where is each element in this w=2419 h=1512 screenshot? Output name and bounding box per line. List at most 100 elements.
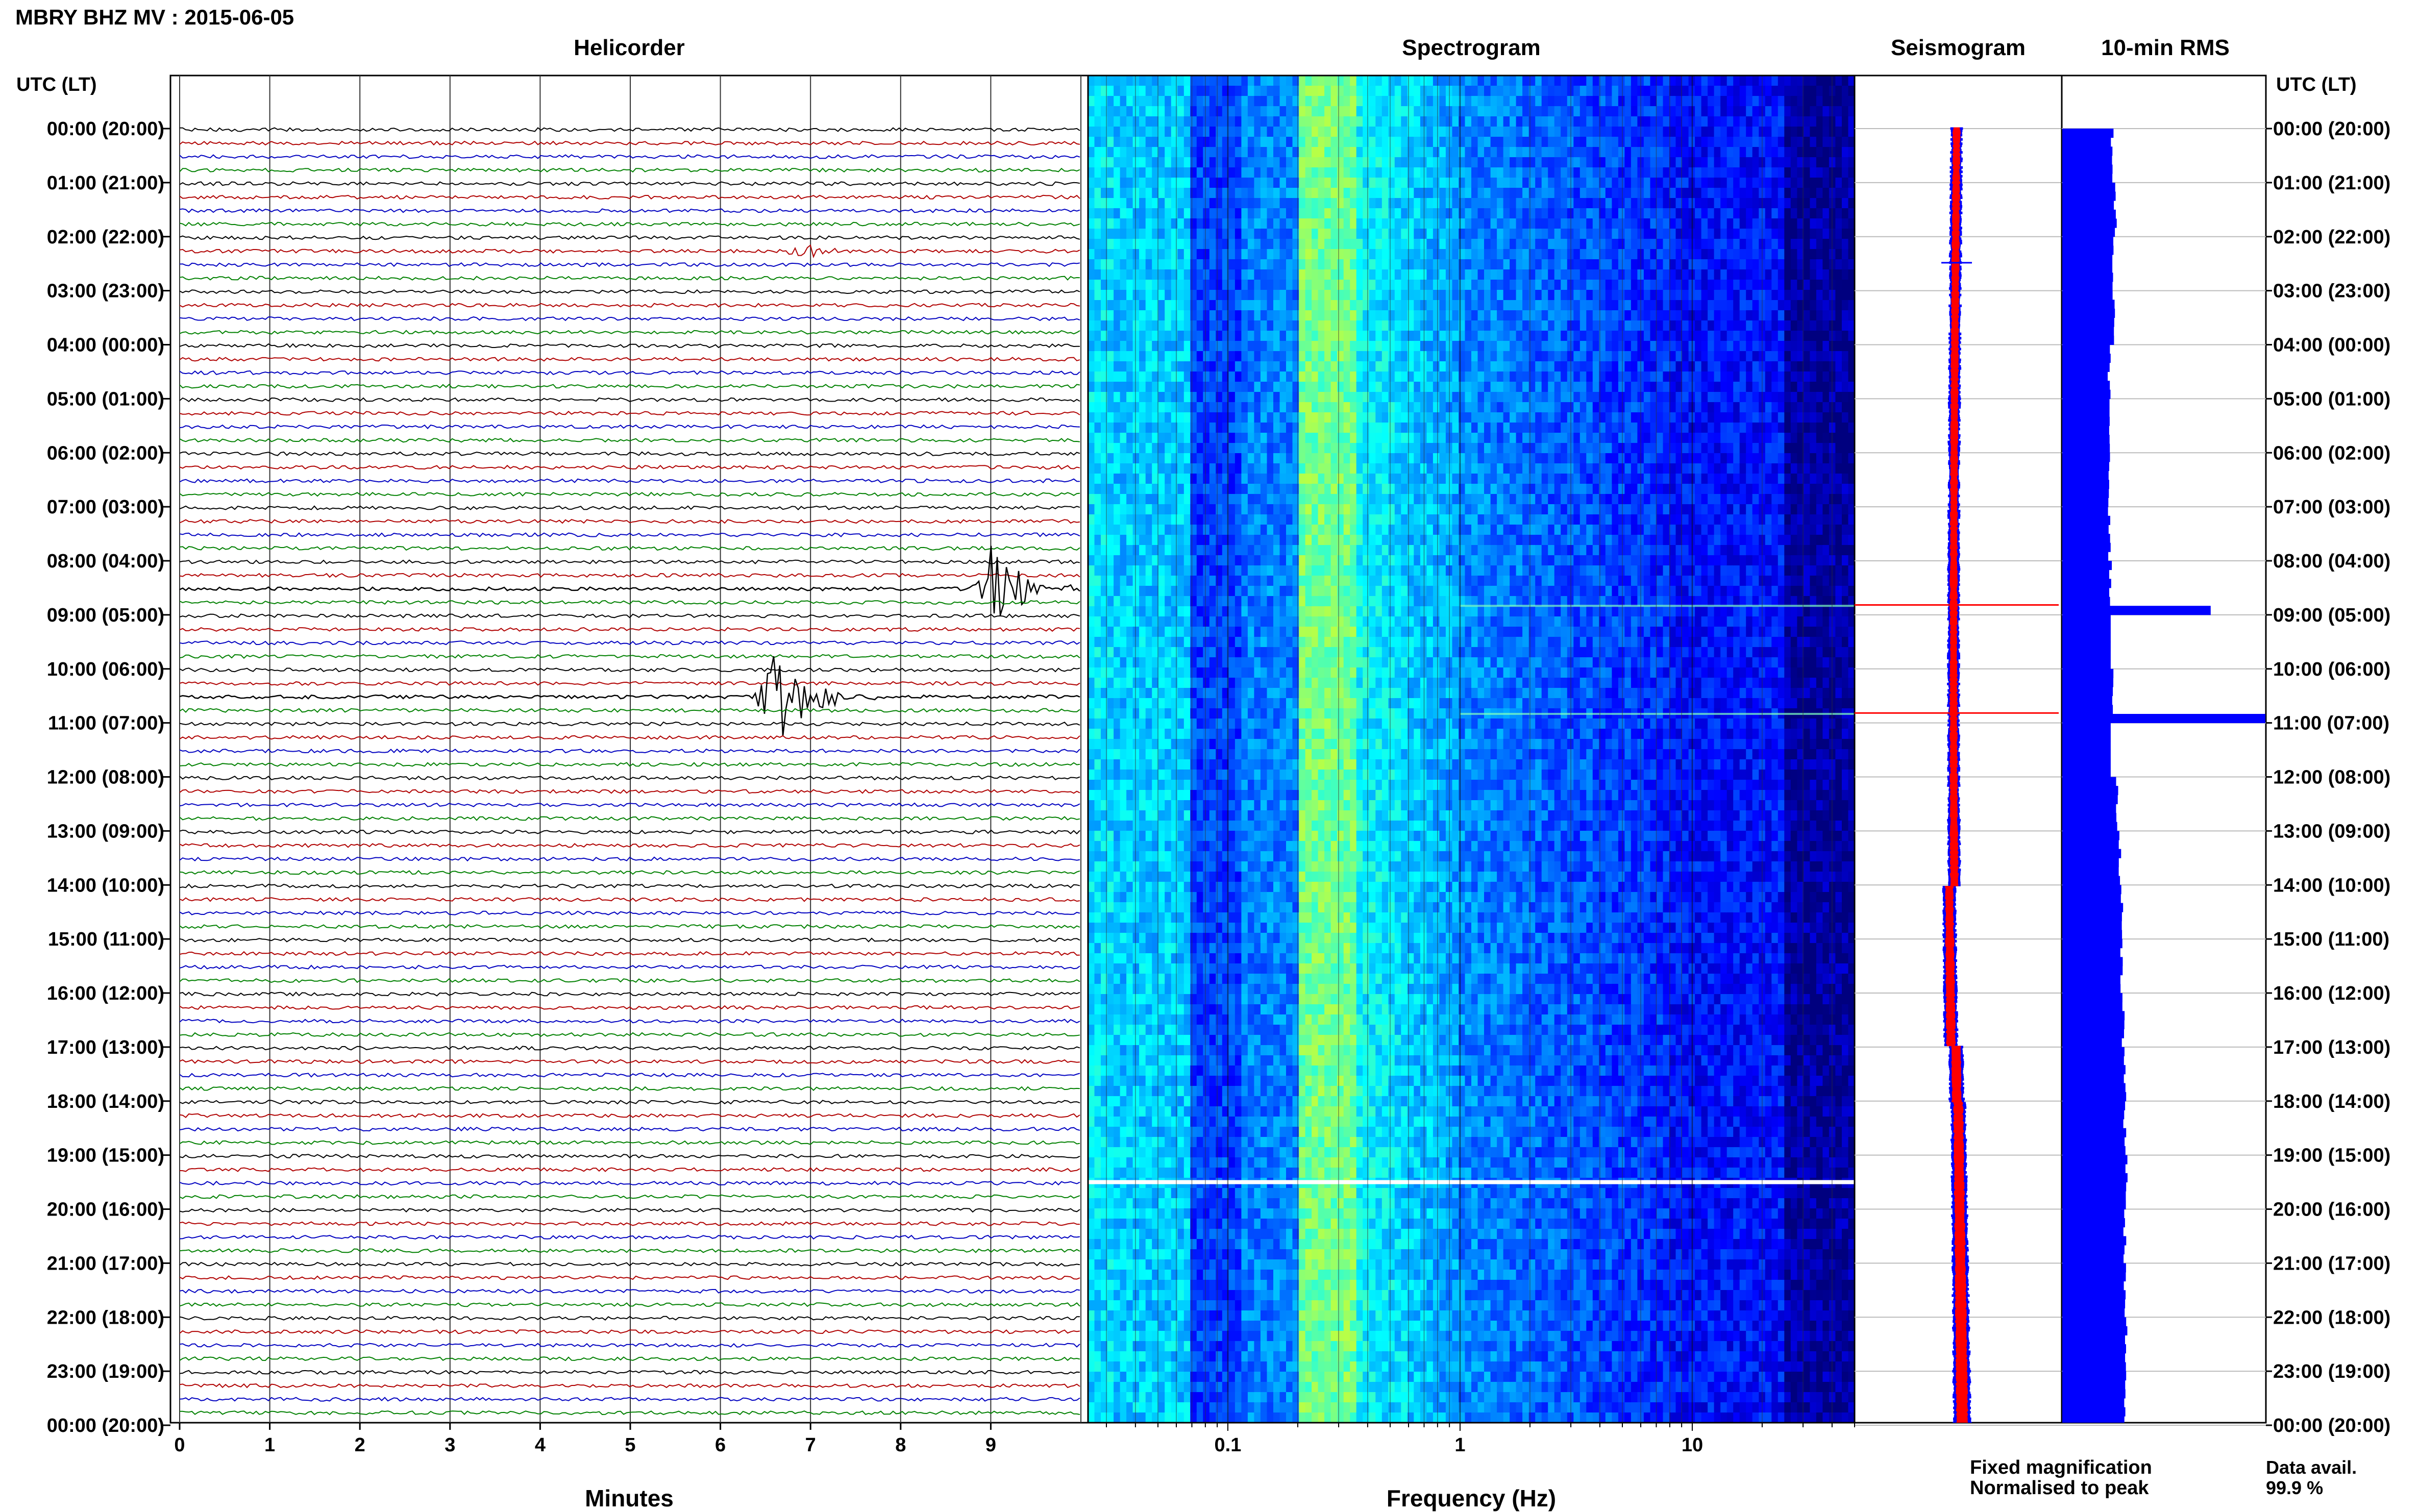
spectrogram-cell xyxy=(1183,1412,1191,1423)
spectrogram-cell xyxy=(1235,127,1242,137)
spectrogram-cell xyxy=(1260,269,1267,280)
spectrogram-cell xyxy=(1286,535,1293,546)
spectrogram-cell xyxy=(1228,1382,1236,1393)
spectrogram-cell xyxy=(1196,851,1203,862)
spectrogram-cell xyxy=(1273,708,1280,719)
spectrogram-cell xyxy=(1305,780,1312,790)
spectrogram-cell xyxy=(1260,504,1267,515)
spectrogram-cell xyxy=(1254,341,1261,352)
spectrogram-cell xyxy=(1254,943,1261,954)
spectrogram-cell xyxy=(1203,382,1210,392)
spectrogram-panel xyxy=(1087,75,1856,1424)
spectrogram-cell xyxy=(1158,1300,1165,1311)
spectrogram-cell xyxy=(1120,1168,1127,1178)
spectrogram-cell xyxy=(1260,943,1267,954)
spectrogram-cell xyxy=(1279,596,1287,607)
spectrogram-cell xyxy=(1196,596,1203,607)
spectrogram-cell xyxy=(1165,800,1172,811)
spectrogram-cell xyxy=(1114,708,1121,719)
spectrogram-cell xyxy=(1145,1351,1152,1362)
spectrogram-cell xyxy=(1312,198,1319,209)
spectrogram-cell xyxy=(1196,1137,1203,1148)
spectrogram-cell xyxy=(1114,310,1121,321)
spectrogram-cell xyxy=(1114,1014,1121,1025)
spectrogram-cell xyxy=(1235,239,1242,250)
spectrogram-cell xyxy=(1171,851,1178,862)
spectrogram-cell xyxy=(1094,76,1101,86)
spectrogram-cell xyxy=(1209,1198,1216,1209)
spectrogram-cell xyxy=(1145,198,1152,209)
spectrogram-cell xyxy=(1260,1229,1267,1240)
spectrogram-cell xyxy=(1247,1412,1254,1423)
spectrogram-cell xyxy=(1312,831,1319,841)
spectrogram-cell xyxy=(1241,994,1248,1005)
spectrogram-cell xyxy=(1190,1239,1197,1250)
spectrogram-cell xyxy=(1247,535,1254,546)
spectrogram-cell xyxy=(1203,525,1210,535)
spectrogram-cell xyxy=(1247,208,1254,219)
spectrogram-cell xyxy=(1279,1239,1287,1250)
spectrogram-cell xyxy=(1203,810,1210,821)
spectrogram-cell xyxy=(1247,984,1254,995)
spectrogram-cell xyxy=(1158,198,1165,209)
spectrogram-cell xyxy=(1190,1392,1197,1403)
spectrogram-cell xyxy=(1228,1147,1236,1158)
spectrogram-cell xyxy=(1196,831,1203,841)
spectrogram-cell xyxy=(1260,1372,1267,1382)
spectrogram-cell xyxy=(1114,290,1121,301)
spectrogram-cell xyxy=(1203,1402,1210,1413)
spectrogram-cell xyxy=(1279,1402,1287,1413)
spectrogram-cell xyxy=(1132,708,1140,719)
spectrogram-cell xyxy=(1132,565,1140,576)
spectrogram-cell xyxy=(1145,361,1152,372)
spectrogram-cell xyxy=(1101,1014,1108,1025)
spectrogram-cell xyxy=(1132,555,1140,566)
spectrogram-cell xyxy=(1165,861,1172,872)
spectrogram-cell xyxy=(1254,106,1261,117)
spectrogram-cell xyxy=(1203,800,1210,811)
spectrogram-cell xyxy=(1196,167,1203,178)
spectrogram-cell xyxy=(1216,157,1223,168)
spectrogram-cell xyxy=(1190,555,1197,566)
spectrogram-cell xyxy=(1247,1208,1254,1219)
spectrogram-cell xyxy=(1286,882,1293,893)
spectrogram-cell xyxy=(1209,259,1216,270)
spectrogram-cell xyxy=(1216,698,1223,709)
spectrogram-cell xyxy=(1196,1076,1203,1086)
spectrogram-cell xyxy=(1267,1392,1274,1403)
spectrogram-cell xyxy=(1132,688,1140,699)
spectrogram-cell xyxy=(1139,137,1146,147)
spectrogram-cell xyxy=(1312,821,1319,831)
spectrogram-cell xyxy=(1260,331,1267,341)
spectrogram-cell xyxy=(1267,382,1274,392)
spectrogram-cell xyxy=(1305,1259,1312,1270)
spectrogram-cell xyxy=(1305,1372,1312,1382)
spectrogram-cell xyxy=(1126,770,1133,780)
spectrogram-cell xyxy=(1171,259,1178,270)
spectrogram-cell xyxy=(1132,198,1140,209)
spectrogram-cell xyxy=(1216,402,1223,413)
helicorder-trace xyxy=(179,735,1080,740)
spectrogram-cell xyxy=(1158,1361,1165,1372)
spectrogram-cell xyxy=(1203,790,1210,801)
spectrogram-cell xyxy=(1241,800,1248,811)
spectrogram-cell xyxy=(1228,1096,1236,1107)
spectrogram-cell xyxy=(1247,1280,1254,1291)
spectrogram-cell xyxy=(1114,1382,1121,1393)
spectrogram-cell xyxy=(1305,974,1312,984)
spectrogram-cell xyxy=(1260,790,1267,801)
spectrogram-cell xyxy=(1139,1402,1146,1413)
spectrogram-cell xyxy=(1228,851,1236,862)
spectrogram-cell xyxy=(1196,749,1203,760)
spectrogram-cell xyxy=(1299,1361,1306,1372)
spectrogram-cell xyxy=(1094,504,1101,515)
spectrogram-cell xyxy=(1094,443,1101,454)
spectrogram-cell xyxy=(1120,627,1127,637)
spectrogram-cell xyxy=(1247,96,1254,107)
spectrogram-cell xyxy=(1228,780,1236,790)
spectrogram-cell xyxy=(1286,576,1293,586)
spectrogram-cell xyxy=(1094,1290,1101,1301)
spectrogram-cell xyxy=(1273,535,1280,546)
spectrogram-cell xyxy=(1177,525,1184,535)
spectrogram-cell xyxy=(1114,361,1121,372)
